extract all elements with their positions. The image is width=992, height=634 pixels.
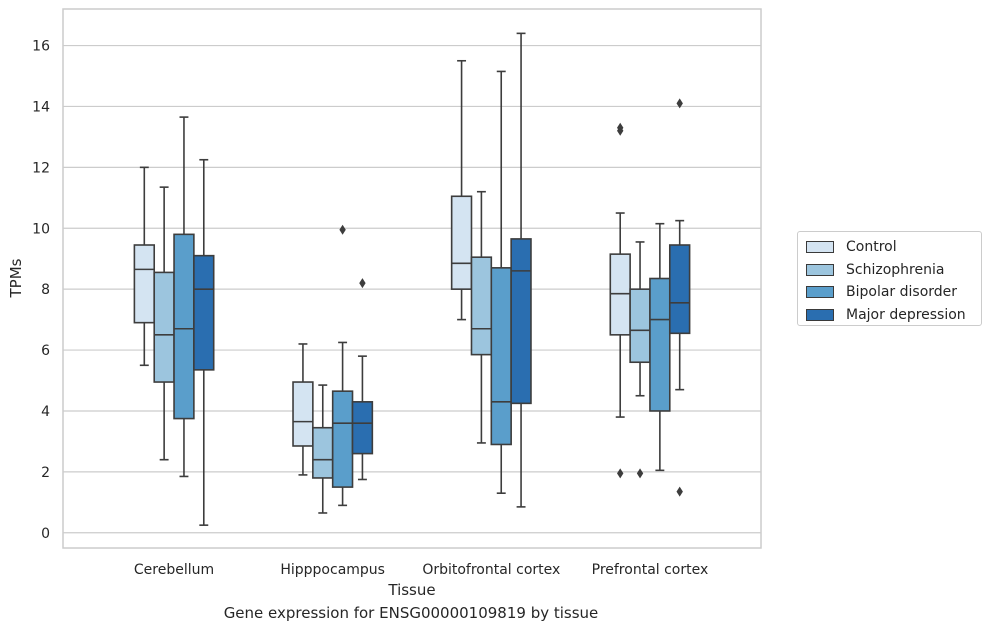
y-tick-label: 16 (32, 39, 50, 55)
outlier-point (676, 98, 683, 109)
box-control (292, 343, 314, 476)
box-major-depression (510, 32, 532, 508)
legend-label: Major depression (846, 306, 966, 323)
box-body (470, 256, 493, 356)
x-axis-label: Tissue (387, 581, 435, 599)
y-tick-label: 2 (41, 465, 50, 481)
x-axis-ticks: Cerebellum Hipppocampus Orbitofrontal cort… (134, 562, 708, 578)
box-bipolar-disorder (649, 222, 671, 472)
box-body (510, 238, 532, 405)
y-tick-label: 6 (41, 343, 50, 359)
box-body (629, 288, 651, 364)
box-bipolar-disorder (331, 224, 354, 507)
box-bipolar-disorder (173, 116, 195, 478)
x-tick-label: Cerebellum (134, 562, 214, 578)
box-body (193, 254, 215, 371)
box-control (133, 166, 156, 367)
y-axis-label: TPMs (7, 258, 25, 298)
y-tick-label: 0 (41, 526, 50, 542)
box-major-depression (351, 278, 374, 481)
box-body (450, 195, 473, 290)
x-tick-label: Prefrontal cortex (592, 562, 709, 578)
boxes (133, 32, 691, 526)
outlier-point (676, 486, 683, 497)
box-major-depression (668, 98, 691, 497)
outlier-point (359, 278, 366, 289)
box-control (609, 122, 631, 479)
box-schizophrenia (470, 190, 493, 444)
box-schizophrenia (312, 384, 334, 514)
outlier-point (617, 122, 624, 133)
legend-swatch (806, 308, 834, 321)
box-body (312, 426, 334, 479)
legend-label: Schizophrenia (846, 261, 945, 278)
outlier-point (339, 224, 346, 235)
box-schizophrenia (629, 241, 651, 479)
box-body (649, 277, 671, 412)
box-major-depression (193, 158, 215, 526)
box-body (133, 244, 156, 324)
box-schizophrenia (153, 186, 175, 461)
box-body (173, 233, 195, 420)
box-body (668, 244, 691, 335)
outlier-point (636, 468, 644, 479)
legend-item: Major depression (806, 304, 973, 327)
legend-swatch (806, 263, 834, 276)
legend-label: Control (846, 239, 897, 256)
box-body (351, 401, 374, 455)
x-tick-label: Orbitofrontal cortex (422, 562, 560, 578)
y-tick-label: 10 (32, 221, 50, 237)
chart-caption: Gene expression for ENSG00000109819 by t… (223, 604, 599, 622)
y-axis-ticks: 0 2 4 6 8 10 12 14 16 (32, 39, 50, 542)
box-body (292, 381, 314, 447)
y-tick-label: 8 (41, 282, 50, 298)
y-tick-label: 4 (41, 404, 50, 420)
legend-item: Bipolar disorder (806, 281, 973, 304)
box-body (153, 271, 175, 383)
box-body (331, 390, 354, 488)
grid-lines (63, 44, 761, 534)
outlier-point (617, 468, 624, 479)
x-tick-label: Hipppocampus (280, 562, 385, 578)
y-tick-label: 14 (32, 99, 50, 115)
legend-item: Schizophrenia (806, 259, 973, 282)
legend-swatch (806, 286, 834, 299)
box-body (490, 267, 512, 446)
legend-item: Control (806, 236, 973, 259)
y-tick-label: 12 (32, 160, 50, 176)
legend: Control Schizophrenia Bipolar disorder Majo… (797, 231, 982, 326)
legend-label: Bipolar disorder (846, 284, 958, 301)
box-control (450, 59, 473, 321)
legend-swatch (806, 241, 834, 254)
